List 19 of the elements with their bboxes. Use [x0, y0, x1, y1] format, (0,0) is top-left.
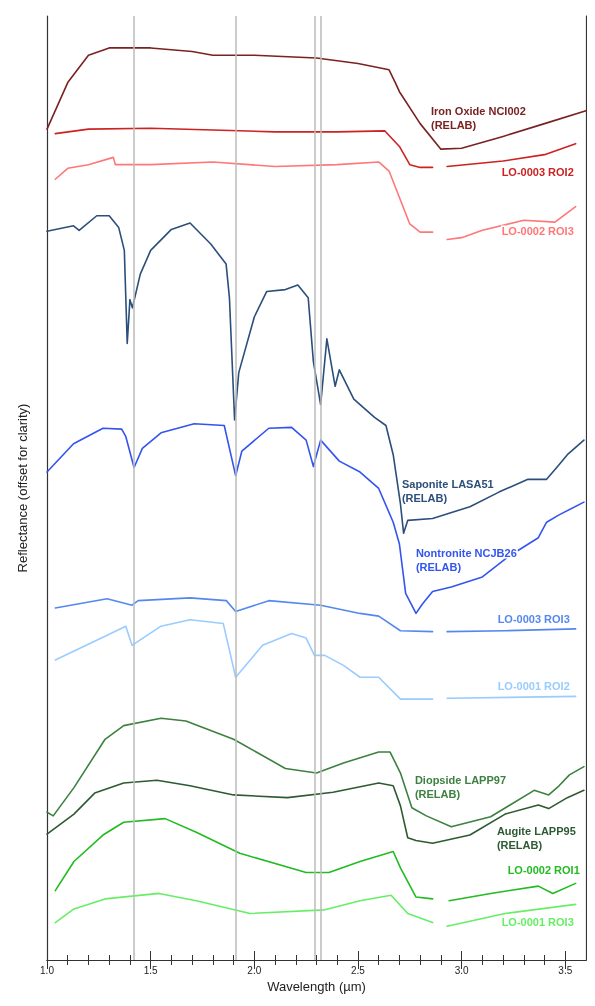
series-label: LO-0002 ROI1: [507, 864, 580, 877]
x-tick-label: 2.0: [247, 964, 262, 976]
series-label: LO-0001 ROI3: [501, 916, 574, 929]
series-label: Augite LAPP95 (RELAB): [496, 825, 579, 852]
series-label: LO-0003 ROI2: [501, 165, 574, 178]
y-axis-title: Reflectance (offset for clarity): [15, 403, 30, 573]
x-tick-label: 3.5: [558, 964, 573, 976]
series-label: LO-0001 ROI2: [497, 680, 570, 693]
series-label: LO-0002 ROI3: [501, 224, 574, 237]
x-axis-title: Wavelength (µm): [267, 979, 366, 994]
x-tick-label: 3.0: [454, 964, 469, 976]
series-label: Nontronite NCJB26 (RELAB): [415, 547, 520, 574]
x-tick-label: 1.0: [40, 964, 55, 976]
series-label: LO-0003 ROI3: [497, 612, 570, 625]
x-tick-label: 1.5: [143, 964, 159, 976]
x-tick-label: 2.5: [351, 964, 366, 976]
series-label: Saponite LASA51 (RELAB): [401, 478, 497, 505]
series-label: Iron Oxide NCI002 (RELAB): [431, 104, 529, 131]
series-label: Diopside LAPP97 (RELAB): [414, 773, 510, 800]
